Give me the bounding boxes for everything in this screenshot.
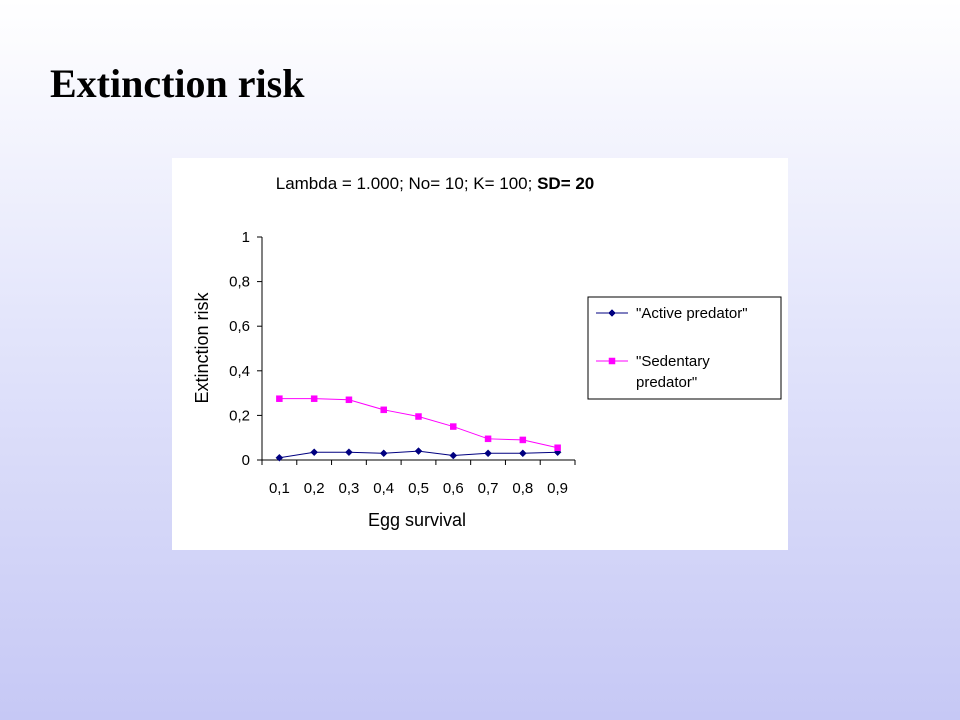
x-axis: 0,1 0,2 0,3 0,4 0,5 0,6 0,7 0,8 0,9: [261, 459, 576, 497]
data-point: [608, 309, 616, 317]
data-point: [608, 357, 616, 365]
x-tick-label: 0,4: [373, 480, 394, 497]
data-point: [414, 447, 423, 455]
chart-title-bold: SD= 20: [537, 174, 594, 193]
y-tick-label: 0,8: [229, 274, 250, 291]
x-tick-label: 0,9: [547, 480, 568, 497]
x-tick-label: 0,2: [304, 480, 325, 497]
data-point: [484, 449, 492, 458]
x-tick-label: 0,5: [408, 480, 429, 497]
data-point: [519, 436, 527, 444]
y-tick-label: 0: [242, 452, 250, 469]
data-point: [380, 406, 387, 414]
legend-entry: "Sedentary predator": [596, 353, 710, 391]
y-tick-label: 0,6: [229, 318, 250, 335]
y-tick-label: 0,2: [229, 407, 250, 424]
legend-label: "Sedentary predator": [636, 353, 710, 391]
data-point: [345, 396, 353, 404]
series-line: [279, 398, 558, 449]
y-tick-label: 0,4: [229, 363, 250, 380]
data-point: [276, 395, 283, 402]
chart-title: Lambda = 1.000; No= 10; K= 100; SD= 20: [276, 174, 595, 193]
x-tick-label: 0,3: [339, 480, 360, 497]
legend: "Active predator" "Sedentary predator": [587, 296, 782, 400]
x-tick-label: 0,1: [269, 480, 290, 497]
x-axis-label: Egg survival: [368, 510, 466, 530]
data-point: [450, 423, 457, 430]
extinction-risk-chart: Lambda = 1.000; No= 10; K= 100; SD= 20 0…: [192, 174, 782, 530]
data-point: [449, 451, 458, 460]
data-point: [554, 444, 561, 451]
data-point: [484, 435, 492, 443]
series-sedentary-predator: [276, 395, 561, 451]
y-tick-label: 1: [242, 229, 250, 246]
chart-title-normal: Lambda = 1.000; No= 10; K= 100;: [276, 174, 537, 193]
slide-title: Extinction risk: [50, 61, 305, 106]
data-point: [310, 448, 319, 457]
x-tick-label: 0,8: [512, 480, 533, 497]
data-point: [379, 449, 388, 458]
series-active-predator: [275, 447, 562, 462]
x-tick-label: 0,7: [478, 480, 499, 497]
chart-panel: Lambda = 1.000; No= 10; K= 100; SD= 20 0…: [172, 158, 788, 550]
series-group: [275, 395, 562, 462]
data-point: [415, 413, 422, 420]
legend-label: "Active predator": [636, 305, 748, 322]
legend-label-line: "Sedentary: [636, 353, 710, 370]
data-point: [275, 453, 284, 462]
legend-entry: "Active predator": [596, 305, 748, 322]
data-point: [310, 395, 318, 402]
y-axis: 0 0,2 0,4 0,6 0,8 1: [229, 229, 263, 469]
legend-box: [587, 296, 782, 400]
x-tick-label: 0,6: [443, 480, 464, 497]
legend-label-line: "Active predator": [636, 305, 748, 322]
legend-label-line: predator": [636, 374, 697, 391]
data-point: [345, 448, 353, 457]
y-axis-label: Extinction risk: [192, 291, 212, 403]
data-point: [518, 449, 527, 458]
